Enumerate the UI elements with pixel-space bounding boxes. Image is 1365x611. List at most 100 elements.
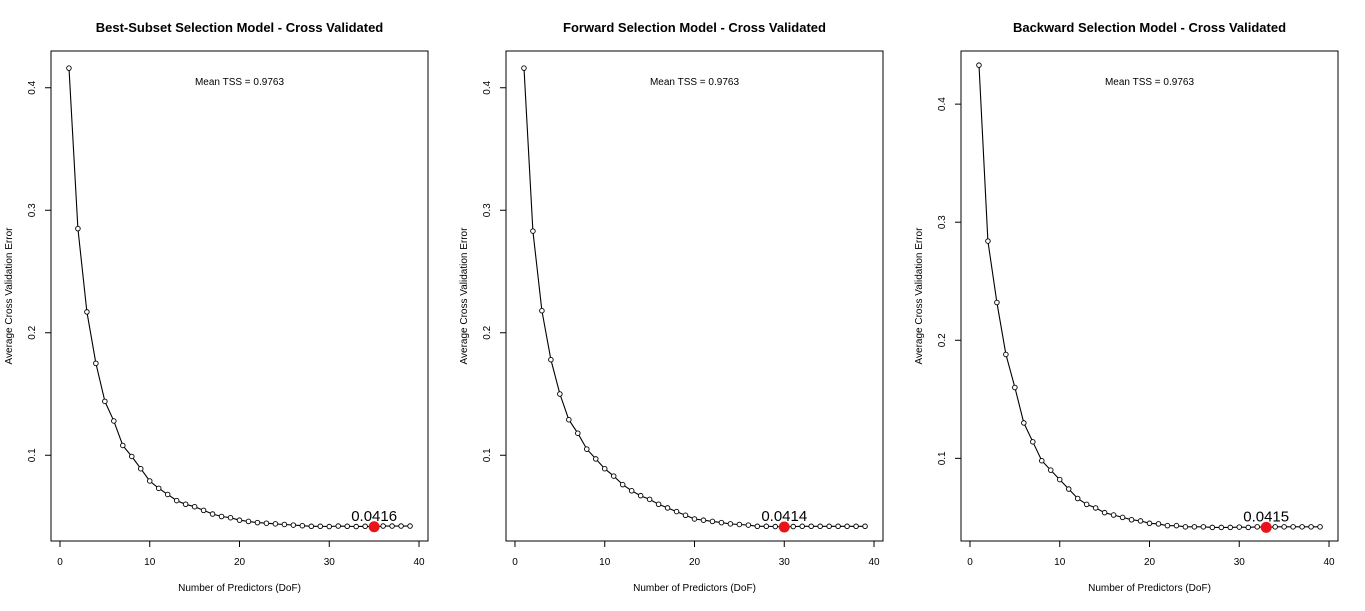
cv-error-point	[745, 522, 752, 528]
y-tick-label: 0.1	[482, 448, 493, 462]
cv-error-point	[66, 65, 72, 71]
x-tick-label: 30	[779, 557, 791, 568]
cv-error-point	[1245, 524, 1251, 531]
x-axis-label: Number of Predictors (DoF)	[178, 583, 301, 594]
cv-error-point	[1092, 505, 1099, 511]
y-tick-label: 0.1	[937, 451, 948, 465]
cv-error-line	[978, 65, 1320, 528]
y-tick-label: 0.3	[937, 215, 948, 229]
min-error-point	[1260, 521, 1272, 533]
y-axis-label: Average Cross Validation Error	[914, 227, 925, 365]
chart-title: Best-Subset Selection Model - Cross Vali…	[96, 20, 384, 35]
cv-error-point	[272, 521, 279, 527]
cv-error-point	[120, 442, 126, 449]
cv-error-point	[1030, 439, 1036, 445]
cv-error-point	[628, 488, 635, 494]
cv-error-point	[1227, 524, 1234, 531]
cv-error-point	[335, 523, 341, 529]
cv-error-point	[673, 508, 680, 515]
x-axis-label: Number of Predictors (DoF)	[633, 583, 756, 594]
cv-error-point	[326, 523, 333, 530]
cv-error-point	[646, 496, 653, 503]
cv-error-point	[1299, 524, 1305, 530]
y-tick-label: 0.3	[482, 203, 493, 217]
chart-title: Backward Selection Model - Cross Validat…	[1013, 20, 1286, 35]
cv-error-point	[664, 505, 671, 511]
cv-error-point	[236, 517, 243, 523]
cv-error-point	[344, 523, 350, 530]
cv-error-point	[754, 523, 761, 530]
cv-error-point	[281, 521, 288, 528]
cv-error-point	[853, 523, 859, 530]
cv-error-point	[637, 492, 644, 499]
cv-error-point	[1254, 524, 1260, 530]
x-axis-label: Number of Predictors (DoF)	[1088, 583, 1211, 594]
x-tick-label: 40	[413, 557, 425, 568]
x-tick-label: 0	[512, 557, 518, 568]
x-tick-label: 40	[1323, 557, 1335, 568]
cv-error-point	[1191, 524, 1198, 530]
cv-error-point	[1173, 522, 1180, 529]
min-error-label: 0.0416	[351, 508, 397, 525]
cv-error-point	[790, 523, 796, 530]
cv-error-point	[575, 430, 581, 436]
x-tick-label: 20	[234, 557, 246, 568]
cv-error-point	[1101, 509, 1108, 516]
cv-error-point	[164, 491, 171, 498]
cv-error-point	[182, 501, 189, 508]
cv-error-point	[353, 523, 359, 530]
y-tick-label: 0.1	[27, 448, 38, 462]
y-tick-label: 0.4	[27, 80, 38, 94]
cv-error-point	[1021, 420, 1027, 426]
chart-title: Forward Selection Model - Cross Validate…	[563, 20, 826, 35]
cv-error-point	[994, 299, 1000, 306]
cv-error-point	[227, 514, 234, 521]
cv-error-point	[691, 516, 698, 522]
cv-error-point	[584, 446, 590, 452]
cv-error-line	[523, 68, 865, 528]
chart-panel-2: Forward Selection Model - Cross Validate…	[459, 20, 884, 594]
cv-error-point	[308, 523, 315, 530]
plot-frame	[505, 50, 884, 542]
cv-error-point	[245, 518, 252, 525]
min-error-label: 0.0415	[1243, 508, 1289, 525]
cv-error-point	[138, 465, 144, 472]
cv-error-point	[254, 519, 261, 526]
y-tick-label: 0.3	[27, 203, 38, 217]
x-tick-label: 30	[1234, 557, 1246, 568]
cv-error-point	[218, 513, 225, 520]
cv-error-point	[521, 65, 527, 71]
cv-error-point	[826, 523, 832, 530]
plot-frame	[50, 50, 429, 542]
cv-error-point	[682, 512, 689, 519]
cv-error-point	[1110, 512, 1117, 518]
cv-error-point	[1128, 516, 1135, 523]
y-tick-label: 0.2	[27, 325, 38, 339]
cv-error-point	[593, 456, 599, 462]
cv-error-point	[1146, 520, 1153, 527]
x-tick-label: 0	[57, 557, 63, 568]
cv-error-point	[976, 62, 982, 68]
cv-error-point	[111, 418, 117, 424]
cv-error-point	[1182, 524, 1189, 530]
cv-error-point	[299, 522, 306, 529]
mean-tss-annotation: Mean TSS = 0.9763	[650, 77, 739, 88]
cv-error-point	[75, 225, 81, 232]
x-tick-label: 10	[599, 557, 611, 568]
y-axis-label: Average Cross Validation Error	[4, 227, 15, 365]
x-tick-label: 20	[689, 557, 701, 568]
cv-error-point	[610, 473, 617, 479]
cv-error-point	[1308, 524, 1314, 530]
cv-error-point	[263, 520, 270, 526]
cv-error-point	[1317, 524, 1323, 530]
cv-error-point	[84, 309, 90, 315]
cv-error-point	[985, 238, 991, 244]
cv-error-point	[619, 481, 626, 488]
cv-error-point	[709, 518, 716, 525]
cv-error-point	[817, 523, 823, 530]
cv-error-point	[1074, 495, 1081, 502]
cv-error-point	[718, 519, 725, 526]
y-tick-label: 0.4	[937, 97, 948, 111]
cv-error-point	[1272, 524, 1278, 530]
